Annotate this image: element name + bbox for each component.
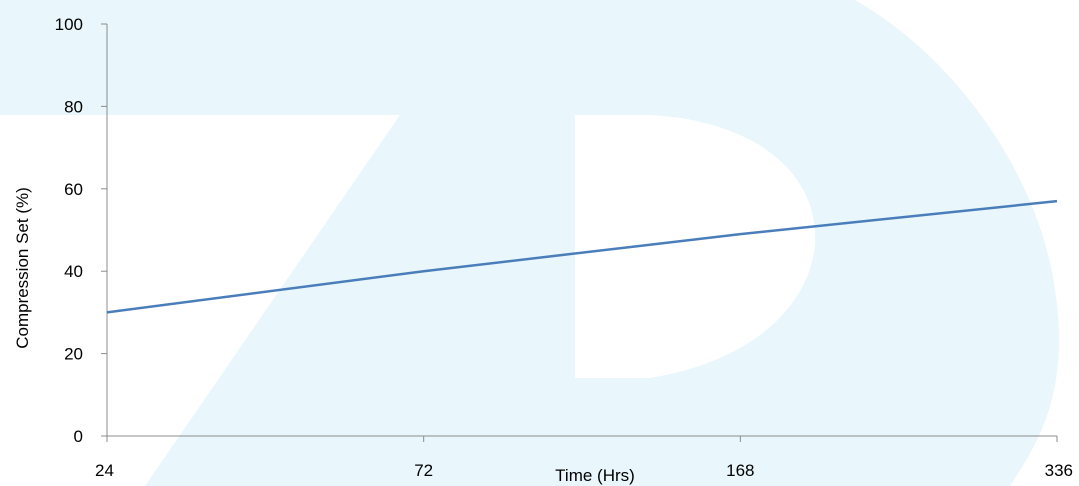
y-tick-label: 80	[64, 97, 83, 116]
y-axis-title: Compression Set (%)	[13, 187, 32, 349]
x-tick-label: 336	[1045, 461, 1073, 480]
series-group	[106, 199, 1058, 314]
x-tick-label: 72	[414, 461, 433, 480]
y-tick-label: 40	[64, 262, 83, 281]
series-line	[106, 199, 1058, 314]
y-axis-ticks: 0 20 40 60 80 100	[55, 15, 107, 446]
x-axis-ticks: 24 72 168 336	[95, 436, 1073, 480]
x-axis-title: Time (Hrs)	[555, 466, 635, 485]
y-tick-label: 20	[64, 345, 83, 364]
y-tick-label: 100	[55, 15, 83, 34]
y-tick-label: 0	[74, 427, 83, 446]
x-tick-label: 24	[95, 461, 114, 480]
y-tick-label: 60	[64, 180, 83, 199]
x-tick-label: 168	[726, 461, 754, 480]
